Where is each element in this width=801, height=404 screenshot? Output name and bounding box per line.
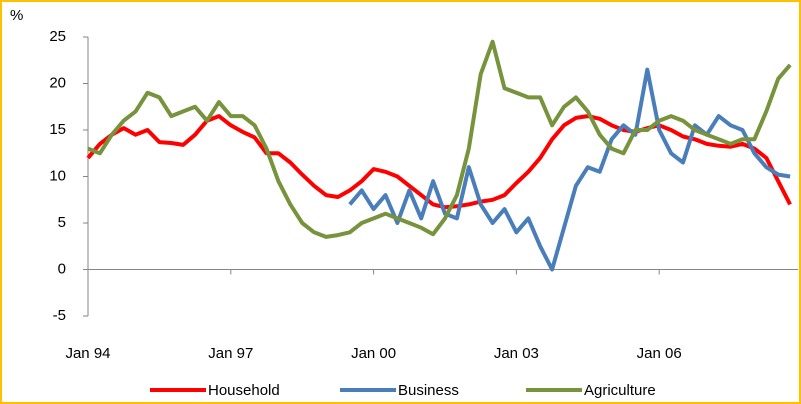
x-tick-label: Jan 06: [637, 345, 682, 362]
y-tick-label: -5: [53, 307, 66, 324]
legend-label: Household: [208, 382, 280, 399]
y-tick-label: 20: [49, 74, 66, 91]
y-unit: %: [10, 7, 23, 24]
x-tick-label: Jan 97: [208, 345, 253, 362]
y-tick-label: 15: [49, 121, 66, 138]
x-tick-label: Jan 94: [65, 345, 110, 362]
y-tick-label: 25: [49, 28, 66, 45]
legend-label: Agriculture: [584, 382, 656, 399]
series-line: [348, 67, 791, 272]
legend-label: Business: [398, 382, 459, 399]
y-tick-label: 0: [58, 260, 66, 277]
x-tick-label: Jan 03: [494, 345, 539, 362]
y-tick-label: 10: [49, 167, 66, 184]
x-tick-label: Jan 00: [351, 345, 396, 362]
series-line: [87, 39, 792, 239]
y-tick-label: 5: [58, 214, 66, 231]
series-line: [86, 114, 792, 210]
